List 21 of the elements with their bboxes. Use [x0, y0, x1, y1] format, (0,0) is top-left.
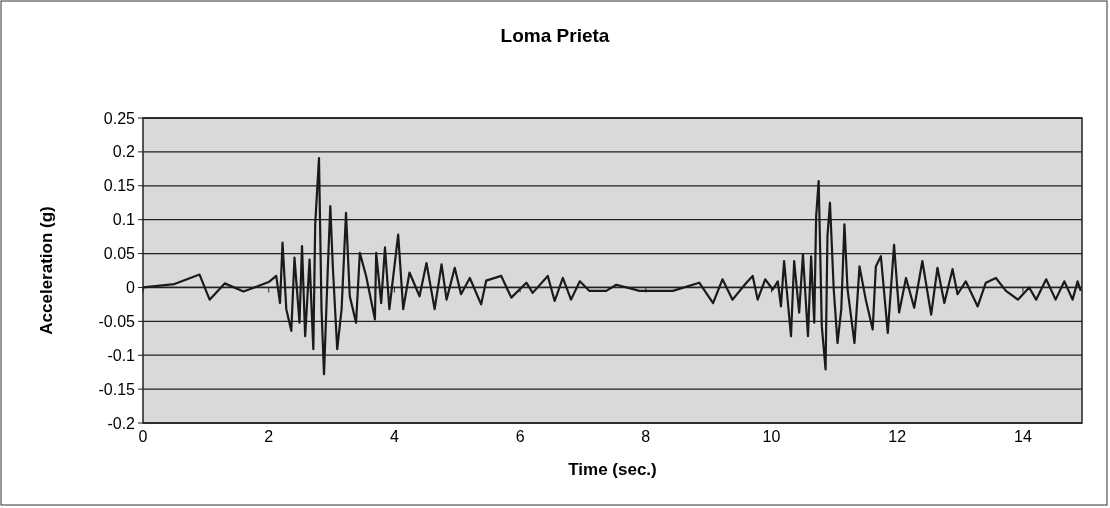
y-tick-label: -0.2	[107, 414, 136, 432]
x-axis-title: Time (sec.)	[568, 460, 657, 479]
y-tick-label: -0.15	[98, 380, 136, 398]
y-tick-label: 0.25	[103, 109, 136, 127]
y-tick-label: 0.1	[112, 211, 136, 229]
y-tick-label: -0.1	[107, 346, 136, 364]
x-tick-label: 12	[888, 428, 907, 445]
x-tick-label: 2	[264, 428, 274, 445]
x-tick-label: 14	[1014, 428, 1032, 445]
x-tick-label: 0	[138, 428, 148, 445]
y-axis-title: Acceleration (g)	[37, 206, 56, 335]
chart-title: Loma Prieta	[500, 25, 610, 46]
y-tick-label: 0.15	[103, 177, 136, 195]
y-tick-label: 0.05	[103, 245, 136, 263]
y-tick-label: 0	[126, 279, 136, 297]
y-tick-label: 0.2	[112, 143, 136, 161]
x-tick-label: 8	[641, 428, 651, 445]
x-tick-label: 4	[389, 428, 399, 445]
x-tick-label: 6	[515, 428, 525, 445]
x-tick-label: 10	[762, 428, 781, 445]
y-tick-label: -0.05	[98, 312, 136, 330]
